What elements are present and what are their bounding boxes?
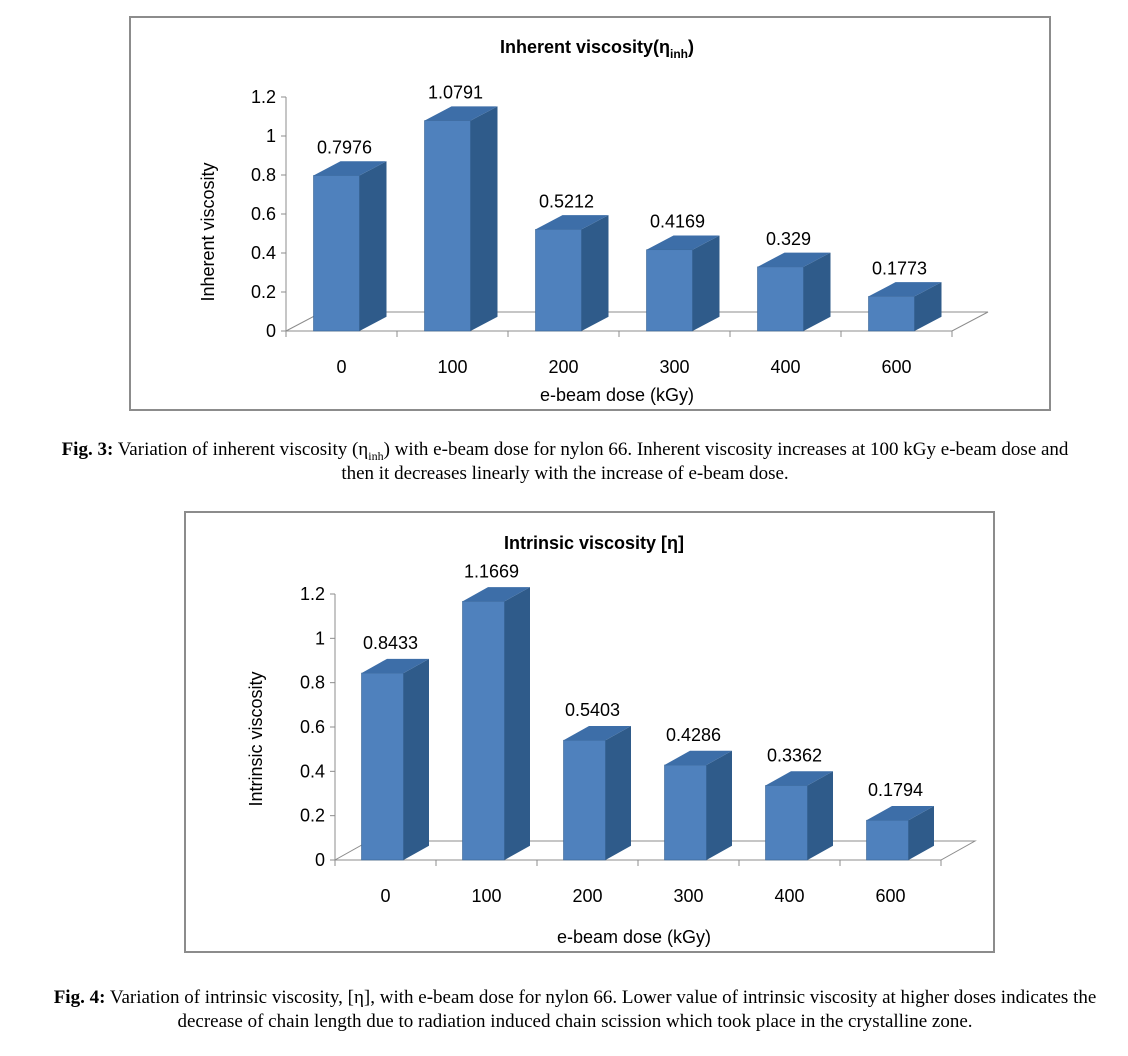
bar-top: [868, 282, 942, 297]
bar-top: [765, 771, 833, 786]
bar-front: [361, 672, 404, 861]
y-axis-label: Intrinsic viscosity: [246, 671, 266, 806]
y-tick-label: 1.2: [251, 87, 276, 107]
chart-intrinsic-viscosity: Intrinsic viscosity [η] 0 0.2 0.4 0.6 0.8 1 1.2…: [184, 511, 995, 953]
bar-side: [605, 725, 631, 860]
y-tick-label: 0.8: [300, 673, 325, 693]
bar-front: [535, 229, 582, 332]
x-tick-label: 600: [881, 357, 911, 377]
bar-side: [706, 750, 732, 860]
bar-front: [646, 249, 693, 332]
bar-value-label: 0.5212: [539, 191, 594, 211]
figure-4-caption: Fig. 4: Variation of intrinsic viscosity…: [40, 986, 1110, 1034]
figure-3-caption: Fig. 3: Variation of inherent viscosity …: [60, 438, 1070, 486]
y-tick-label: 0.2: [300, 806, 325, 826]
bar-front: [868, 296, 915, 332]
bar-value-label: 0.7976: [317, 137, 372, 157]
bar-top: [462, 587, 530, 602]
figure-3-text-b: ) with e-beam dose for nylon 66. Inheren…: [341, 439, 1069, 484]
bar-value-label: 0.1794: [868, 780, 923, 800]
figure-3-subscript: inh: [368, 448, 384, 463]
bar-front: [424, 120, 471, 332]
bar-top: [646, 235, 720, 250]
y-tick-label: 1: [266, 126, 276, 146]
bar-top: [313, 161, 387, 176]
bar-value-label: 0.4286: [666, 725, 721, 745]
x-tick-label: 0: [380, 886, 390, 906]
x-tick-label: 400: [774, 886, 804, 906]
y-tick-label: 0.6: [251, 204, 276, 224]
bar-side: [359, 161, 387, 331]
y-axis-label: Inherent viscosity: [198, 162, 218, 301]
bar-value-label: 0.1773: [872, 258, 927, 278]
bar-value-label: 0.4169: [650, 212, 705, 232]
bar-top: [424, 106, 498, 121]
bar-top: [535, 215, 609, 230]
bar-side: [908, 805, 934, 860]
figure-3-label: Fig. 3:: [61, 439, 114, 460]
y-tick-label: 0: [266, 321, 276, 341]
bar-top: [664, 750, 732, 765]
bar-value-label: 0.8433: [363, 633, 418, 653]
bar-side: [504, 587, 530, 860]
chart-intrinsic-viscosity-svg: Intrinsic viscosity [η] 0 0.2 0.4 0.6 0.8 1 1.2…: [246, 533, 977, 947]
bar-side: [692, 235, 720, 331]
bar-value-label: 0.329: [766, 229, 811, 249]
bar-side: [803, 252, 831, 331]
chart-title: Inherent viscosity(ηinh): [500, 37, 694, 61]
x-tick-label: 200: [548, 357, 578, 377]
figure-4-text-a: Variation of intrinsic viscosity, [η], w…: [105, 987, 1097, 1032]
bar-side: [807, 771, 833, 860]
y-tick-label: 1: [315, 628, 325, 648]
bar-front: [313, 175, 360, 332]
bar-top: [757, 252, 831, 267]
bar-value-label: 0.5403: [565, 700, 620, 720]
bar-top: [361, 658, 429, 674]
figure-3-text-a: Variation of inherent viscosity (η: [113, 439, 369, 460]
x-tick-label: 300: [673, 886, 703, 906]
chart-inherent-viscosity: Inherent viscosity(ηinh) 0 0.2 0.4 0.6 0.8 1 1.…: [129, 16, 1051, 411]
x-tick-label: 0: [336, 357, 346, 377]
bar-side: [581, 215, 609, 331]
y-tick-label: 0.4: [300, 761, 325, 781]
x-axis-label: e-beam dose (kGy): [557, 927, 711, 947]
bar-front: [664, 764, 707, 861]
bar-front: [866, 819, 909, 861]
bar-top: [563, 725, 631, 741]
y-tick-label: 0.6: [300, 717, 325, 737]
x-tick-label: 600: [875, 886, 905, 906]
bar-value-label: 1.0791: [428, 83, 483, 103]
x-tick-label: 300: [659, 357, 689, 377]
x-tick-label: 400: [770, 357, 800, 377]
chart-inherent-viscosity-svg: Inherent viscosity(ηinh) 0 0.2 0.4 0.6 0.8 1 1.…: [198, 37, 989, 405]
x-tick-label: 100: [471, 886, 501, 906]
bar-front: [462, 601, 505, 861]
bar-side: [914, 282, 942, 331]
bar-top: [866, 805, 934, 821]
bar-value-label: 1.1669: [464, 561, 519, 581]
x-tick-label: 100: [437, 357, 467, 377]
chart-title: Intrinsic viscosity [η]: [504, 533, 684, 553]
y-tick-label: 1.2: [300, 584, 325, 604]
bar-front: [757, 266, 804, 332]
bar-front: [765, 785, 808, 861]
y-tick-label: 0.8: [251, 165, 276, 185]
x-axis-label: e-beam dose (kGy): [540, 385, 694, 405]
figure-4-label: Fig. 4:: [53, 987, 106, 1008]
bar-side: [403, 658, 429, 860]
y-tick-label: 0: [315, 850, 325, 870]
bar-value-label: 0.3362: [767, 745, 822, 765]
bar-front: [563, 739, 606, 861]
y-tick-label: 0.4: [251, 243, 276, 263]
bar-side: [470, 106, 498, 331]
y-tick-label: 0.2: [251, 282, 276, 302]
x-tick-label: 200: [572, 886, 602, 906]
